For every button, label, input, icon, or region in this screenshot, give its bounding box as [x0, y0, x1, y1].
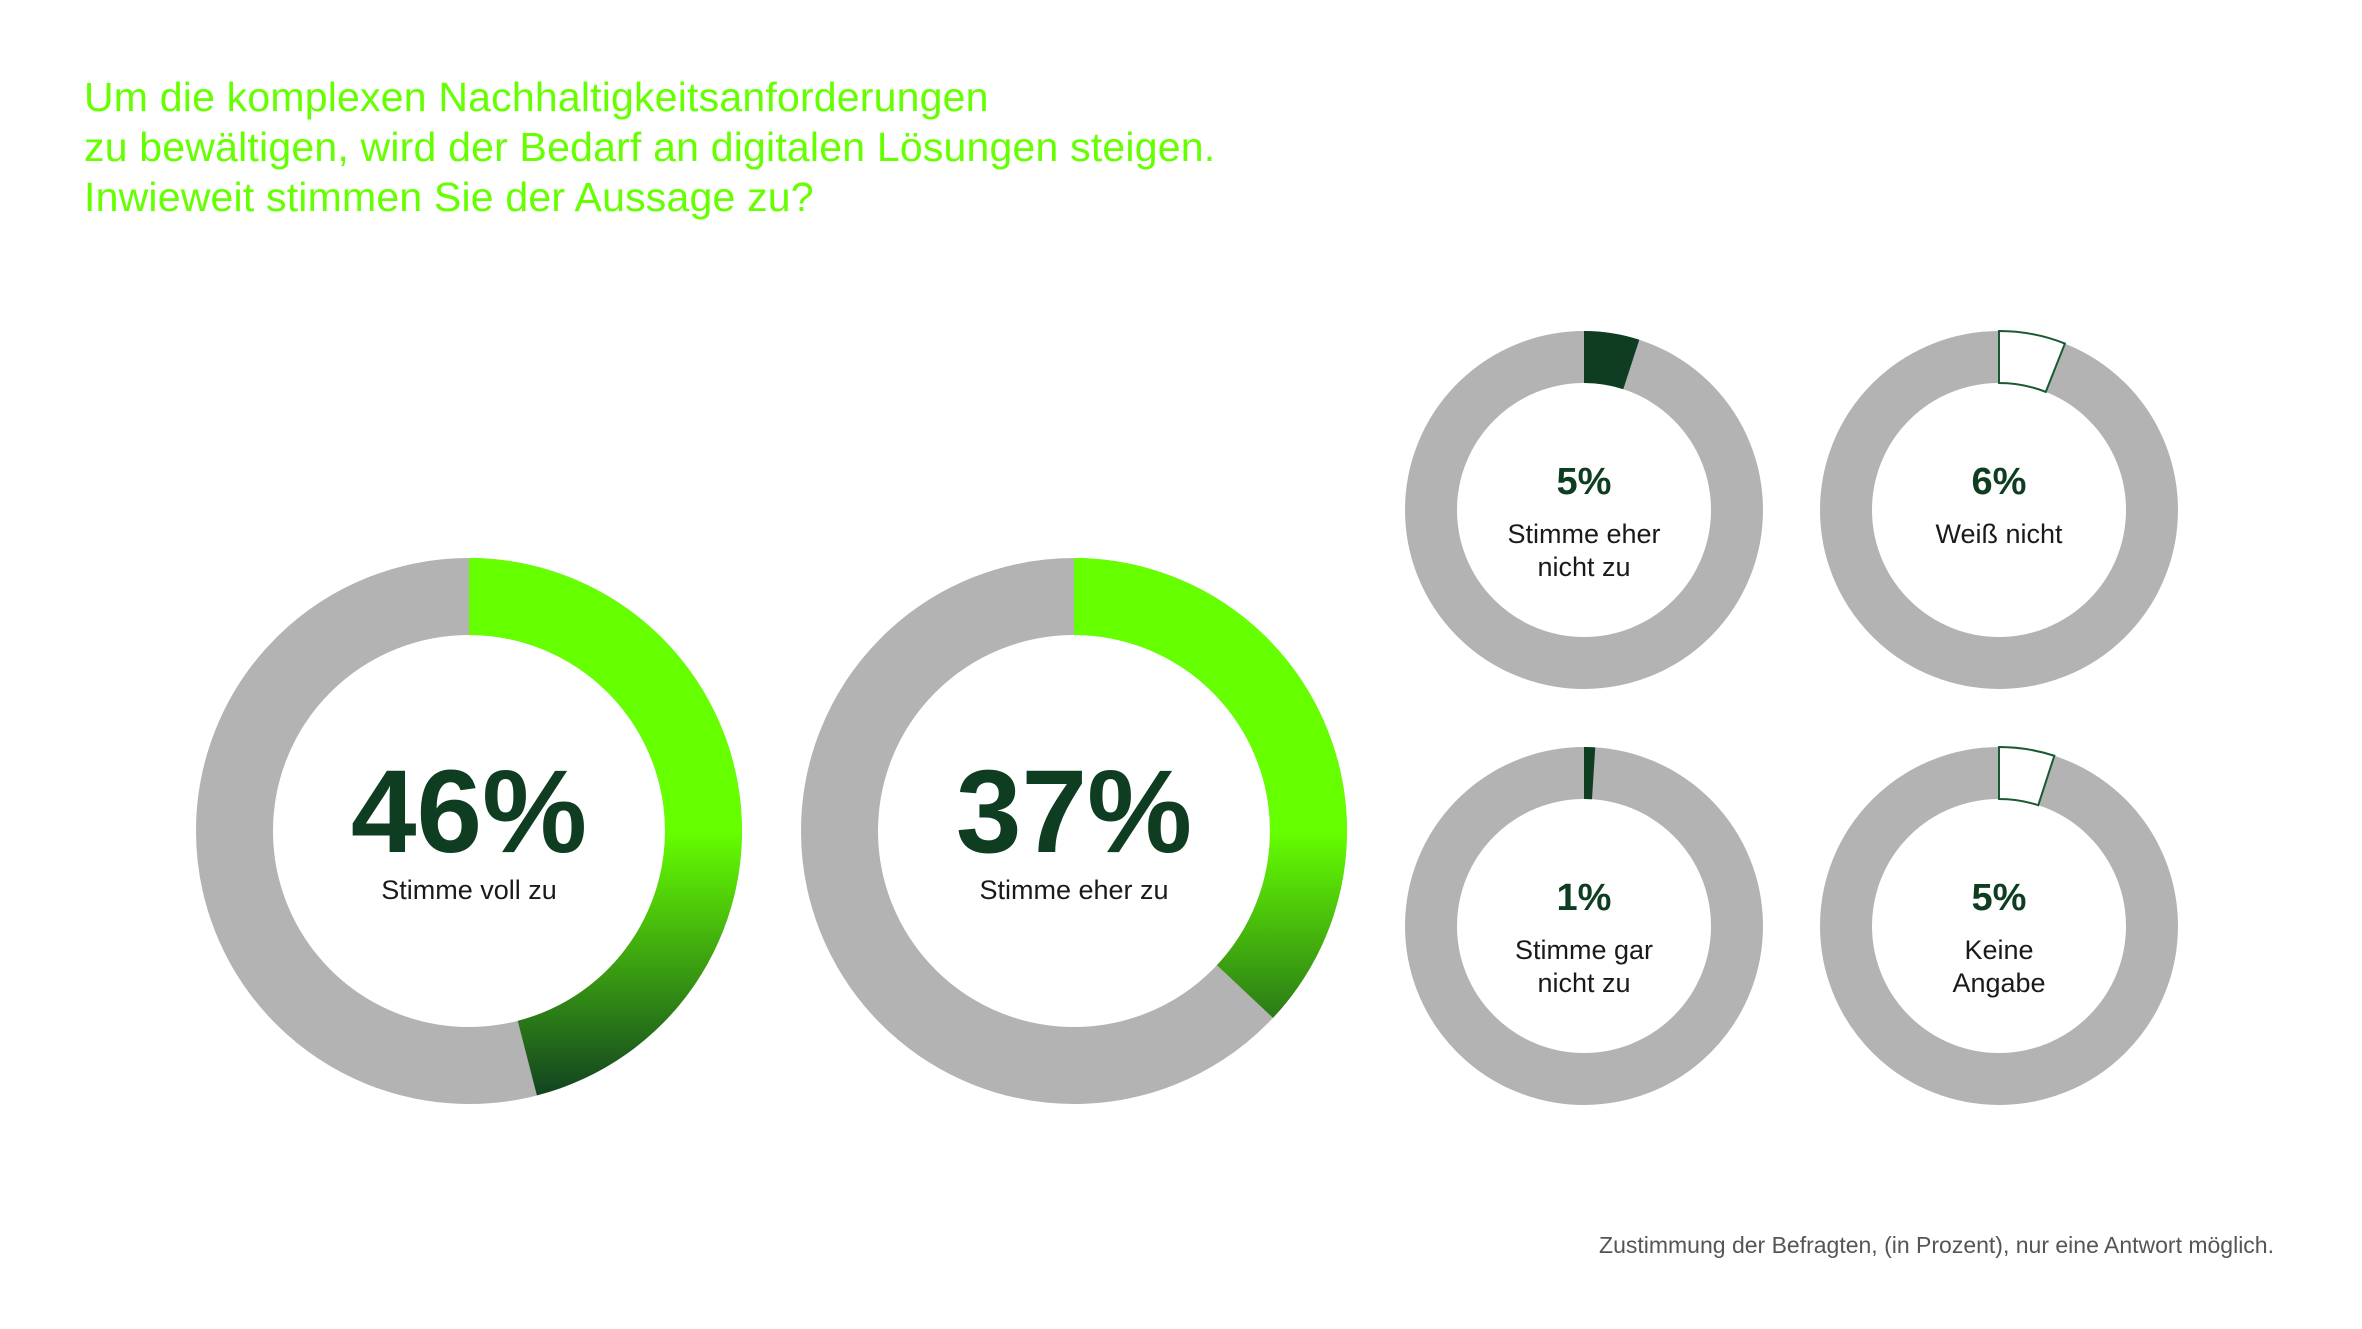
- donut-segment: [1998, 745, 2056, 807]
- value-label: 6%: [1972, 461, 2027, 503]
- donut-segment: [1584, 331, 1640, 390]
- value-label: 5%: [1972, 877, 2027, 919]
- donut-track: [1820, 331, 2178, 689]
- title-line-1: Um die komplexen Nachhaltigkeitsanforder…: [84, 74, 989, 120]
- category-label: Keine: [1964, 935, 2033, 965]
- title-line-2: zu bewältigen, wird der Bedarf an digita…: [84, 124, 1216, 170]
- donut-chart-4: 6% Weiß nicht: [1820, 329, 2178, 689]
- donut-track: [1820, 747, 2178, 1105]
- value-label: 46%: [351, 746, 587, 878]
- value-label: 37%: [956, 746, 1192, 878]
- donut-segment: [1074, 558, 1347, 1018]
- donut-segment: [1584, 747, 1596, 800]
- footnote: Zustimmung der Befragten, (in Prozent), …: [1599, 1232, 2274, 1258]
- donut-segment: [469, 558, 743, 1096]
- donut-segment: [1998, 329, 2067, 394]
- category-label: nicht zu: [1537, 552, 1630, 582]
- category-label: nicht zu: [1537, 968, 1630, 998]
- donut-track: [1405, 331, 1763, 689]
- category-label: Angabe: [1952, 968, 2045, 998]
- value-label: 1%: [1557, 877, 1612, 919]
- category-label: Weiß nicht: [1935, 519, 2063, 549]
- donut-chart-1: 46%Stimme voll zu: [196, 558, 743, 1104]
- donut-track: [1405, 747, 1763, 1105]
- value-label: 5%: [1557, 461, 1612, 503]
- category-label: Stimme gar: [1515, 935, 1653, 965]
- category-label: Stimme voll zu: [381, 875, 557, 905]
- category-label: Stimme eher: [1507, 519, 1660, 549]
- donut-chart-2: 37%Stimme eher zu: [801, 558, 1347, 1104]
- category-label: Stimme eher zu: [979, 875, 1168, 905]
- chart-title: Um die komplexen Nachhaltigkeitsanforder…: [84, 72, 1215, 222]
- title-line-3: Inwieweit stimmen Sie der Aussage zu?: [84, 174, 814, 220]
